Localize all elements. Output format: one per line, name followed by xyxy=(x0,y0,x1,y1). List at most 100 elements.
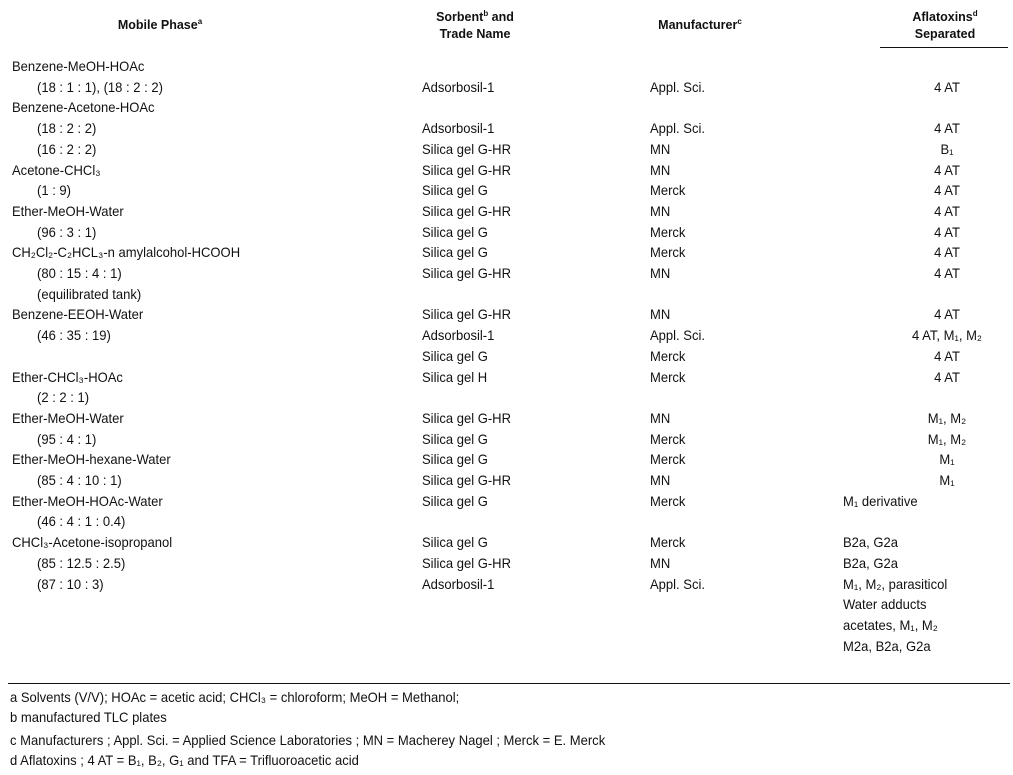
manufacturer-cell: Merck xyxy=(650,347,686,364)
aflatoxins-cell: 4 AT xyxy=(934,306,960,323)
header-aflatoxins: Aflatoxinsd Separated xyxy=(880,5,1010,43)
sorbent-cell: Silica gel G xyxy=(422,347,488,364)
sorbent-cell: Silica gel G-HR xyxy=(422,202,512,219)
sorbent-cell: Adsorbosil-1 xyxy=(422,327,495,344)
aflatoxins-cell: B₁ xyxy=(940,140,954,157)
header-underline xyxy=(880,47,1008,48)
footnote-d: d Aflatoxins ; 4 AT = B₁, B₂, G₁ and TFA… xyxy=(10,752,359,768)
sorbent-cell: Silica gel G xyxy=(422,534,488,551)
aflatoxins-cell: Water adducts xyxy=(843,596,927,613)
aflatoxins-cell: 4 AT xyxy=(934,161,960,178)
mobile-phase-cell: (16 : 2 : 2) xyxy=(37,140,97,157)
aflatoxins-cell: 4 AT xyxy=(934,182,960,199)
mobile-phase-cell: (85 : 4 : 10 : 1) xyxy=(37,472,122,488)
sorbent-cell: Adsorbosil-1 xyxy=(422,575,495,592)
sorbent-cell: Silica gel G-HR xyxy=(422,161,512,178)
aflatoxins-cell: 4 AT xyxy=(934,120,960,137)
manufacturer-cell: Merck xyxy=(650,492,686,509)
sorbent-cell: Silica gel G-HR xyxy=(422,265,512,281)
sorbent-cell: Silica gel G xyxy=(422,182,488,199)
aflatoxins-cell: M₁ derivative xyxy=(843,492,918,509)
mobile-phase-cell: Benzene-MeOH-HOAc xyxy=(12,58,145,74)
sorbent-cell: Adsorbosil-1 xyxy=(422,120,495,137)
sorbent-cell: Silica gel G xyxy=(422,223,488,240)
mobile-phase-cell: (18 : 2 : 2) xyxy=(37,120,97,137)
header-label: Trade Name xyxy=(439,27,511,42)
manufacturer-cell: MN xyxy=(650,161,671,178)
manufacturer-cell: Appl. Sci. xyxy=(650,327,706,344)
manufacturer-cell: Merck xyxy=(650,534,686,551)
footnote-ref: a xyxy=(197,17,203,26)
manufacturer-cell: Merck xyxy=(650,451,686,468)
header-label: Separated xyxy=(914,27,976,42)
mobile-phase-cell: Benzene-Acetone-HOAc xyxy=(12,99,155,116)
mobile-phase-cell: (95 : 4 : 1) xyxy=(37,430,97,447)
manufacturer-cell: MN xyxy=(650,409,671,426)
sorbent-cell: Silica gel G xyxy=(422,430,488,447)
manufacturer-cell: Merck xyxy=(650,223,686,240)
manufacturer-cell: MN xyxy=(650,472,671,488)
footnote-b: b manufactured TLC plates xyxy=(10,709,167,725)
mobile-phase-cell: (18 : 1 : 1), (18 : 2 : 2) xyxy=(37,78,163,95)
footnote-c: c Manufacturers ; Appl. Sci. = Applied S… xyxy=(10,732,606,748)
sorbent-cell: Silica gel G-HR xyxy=(422,140,512,157)
mobile-phase-cell: (equilibrated tank) xyxy=(37,285,142,302)
aflatoxins-cell: 4 AT xyxy=(934,223,960,240)
aflatoxins-cell: M₁, M₂, parasiticol xyxy=(843,575,948,592)
sorbent-cell: Silica gel G-HR xyxy=(422,554,512,571)
manufacturer-cell: MN xyxy=(650,554,671,571)
footnote-ref: c xyxy=(737,17,742,26)
mobile-phase-cell: Ether-MeOH-hexane-Water xyxy=(12,451,171,468)
footnote-ref: d xyxy=(972,9,978,18)
manufacturer-cell: Appl. Sci. xyxy=(650,575,706,592)
manufacturer-cell: Merck xyxy=(650,244,686,261)
aflatoxins-cell: 4 AT xyxy=(934,368,960,385)
mobile-phase-cell: (85 : 12.5 : 2.5) xyxy=(37,554,126,571)
manufacturer-cell: MN xyxy=(650,140,671,157)
mobile-phase-cell: Ether-MeOH-HOAc-Water xyxy=(12,492,163,509)
manufacturer-cell: MN xyxy=(650,265,671,281)
header-label: Sorbent xyxy=(436,10,484,25)
mobile-phase-cell: (80 : 15 : 4 : 1) xyxy=(37,265,122,281)
sorbent-cell: Silica gel G-HR xyxy=(422,306,512,323)
header-label: Manufacturer xyxy=(658,18,738,33)
aflatoxins-cell: 4 AT xyxy=(934,202,960,219)
mobile-phase-cell: Benzene-EEOH-Water xyxy=(12,306,144,323)
header-manufacturer: Manufacturerc xyxy=(645,13,755,34)
mobile-phase-cell: Acetone-CHCl₃ xyxy=(12,161,101,178)
manufacturer-cell: Merck xyxy=(650,182,686,199)
aflatoxins-cell: acetates, M₁, M₂ xyxy=(843,616,938,633)
header-label: Mobile Phase xyxy=(117,18,198,33)
manufacturer-cell: MN xyxy=(650,202,671,219)
aflatoxins-cell: M₁, M₂ xyxy=(927,430,967,447)
sorbent-cell: Silica gel G-HR xyxy=(422,472,512,488)
aflatoxins-cell: 4 AT, M₁, M₂ xyxy=(912,327,982,344)
manufacturer-cell: MN xyxy=(650,306,671,323)
manufacturer-cell: Merck xyxy=(650,368,686,385)
aflatoxins-cell: M2a, B2a, G2a xyxy=(843,637,931,654)
mobile-phase-cell: Ether-MeOH-Water xyxy=(12,409,124,426)
mobile-phase-cell: (2 : 2 : 1) xyxy=(37,389,90,406)
sorbent-cell: Silica gel G xyxy=(422,492,488,509)
header-mobile-phase: Mobile Phasea xyxy=(90,13,230,34)
mobile-phase-cell: (87 : 10 : 3) xyxy=(37,575,104,592)
mobile-phase-cell: CH₂Cl₂-C₂HCL₃-n amylalcohol-HCOOH xyxy=(12,244,241,261)
header-label: Aflatoxins xyxy=(912,10,973,25)
sorbent-cell: Silica gel G xyxy=(422,451,488,468)
sorbent-cell: Silica gel H xyxy=(422,368,488,385)
mobile-phase-cell: (1 : 9) xyxy=(37,182,72,199)
mobile-phase-cell: Ether-MeOH-Water xyxy=(12,202,124,219)
footnote-ref: b xyxy=(483,9,489,18)
header-sorbent: Sorbentb and Trade Name xyxy=(410,5,540,43)
aflatoxins-cell: 4 AT xyxy=(934,244,960,261)
sorbent-cell: Silica gel G xyxy=(422,244,488,261)
manufacturer-cell: Appl. Sci. xyxy=(650,120,706,137)
aflatoxins-cell: M₁, M₂ xyxy=(927,409,967,426)
aflatoxins-cell: M₁ xyxy=(939,472,955,488)
aflatoxins-cell: B2a, G2a xyxy=(843,534,899,551)
sorbent-cell: Silica gel G-HR xyxy=(422,409,512,426)
mobile-phase-cell: CHCl₃-Acetone-isopropanol xyxy=(12,534,173,551)
mobile-phase-cell: (46 : 35 : 19) xyxy=(37,327,111,344)
manufacturer-cell: Merck xyxy=(650,430,686,447)
aflatoxins-cell: M₁ xyxy=(939,451,955,468)
